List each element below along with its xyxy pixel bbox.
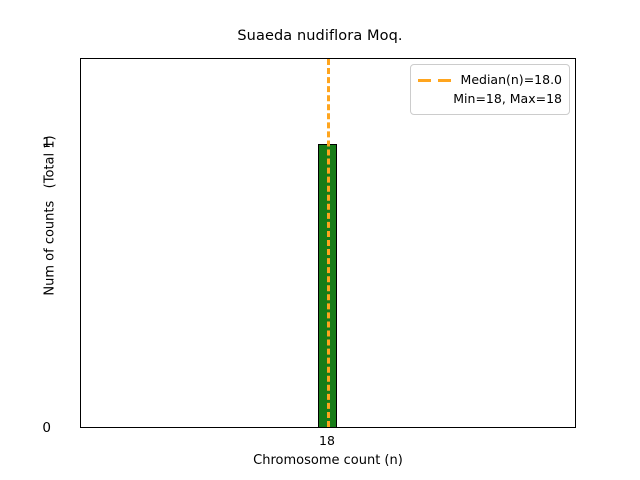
y-axis-label: Num of counts (Total 1) <box>42 135 58 296</box>
legend-row-median: Median(n)=18.0 <box>417 70 562 89</box>
median-line <box>327 59 330 427</box>
y-tick-mark-1 <box>80 144 81 145</box>
y-tick-label-1: 1 <box>42 135 51 151</box>
dashed-line-icon <box>417 74 452 86</box>
x-tick-label-18: 18 <box>319 433 335 448</box>
legend: Median(n)=18.0 Min=18, Max=18 <box>409 64 570 115</box>
chart-title: Suaeda nudiflora Moq. <box>237 28 403 44</box>
legend-row-minmax: Min=18, Max=18 <box>418 89 562 108</box>
plot-area: Median(n)=18.0 Min=18, Max=18 <box>80 58 576 428</box>
legend-label-median: Median(n)=18.0 <box>460 72 562 87</box>
y-tick-label-0: 0 <box>42 420 51 436</box>
legend-label-minmax: Min=18, Max=18 <box>453 91 562 106</box>
x-axis-label: Chromosome count (n) <box>253 453 403 468</box>
